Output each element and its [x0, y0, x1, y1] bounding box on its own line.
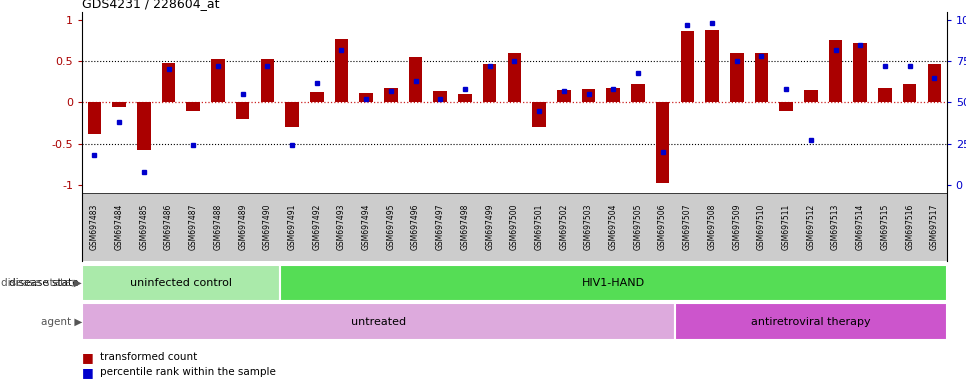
Text: GSM697499: GSM697499 [485, 204, 495, 250]
Bar [280, 265, 947, 301]
Text: GSM697507: GSM697507 [683, 204, 692, 250]
Bar [754, 53, 768, 103]
Bar [434, 91, 447, 103]
Bar [88, 103, 101, 134]
Bar [853, 43, 867, 103]
Text: disease state ▶: disease state ▶ [1, 278, 82, 288]
Bar [680, 31, 695, 103]
Bar [186, 103, 200, 111]
Bar [82, 265, 280, 301]
Bar [236, 103, 249, 119]
Bar [927, 64, 941, 103]
Text: transformed count: transformed count [100, 352, 198, 362]
Text: GSM697487: GSM697487 [188, 204, 198, 250]
Text: GSM697513: GSM697513 [831, 204, 840, 250]
Bar [483, 64, 497, 103]
Bar [334, 39, 349, 103]
Text: GSM697494: GSM697494 [361, 204, 371, 250]
Bar [137, 103, 151, 149]
Bar [557, 90, 571, 103]
Text: GSM697489: GSM697489 [239, 204, 247, 250]
Bar [656, 103, 669, 184]
Bar [675, 303, 947, 340]
Bar [285, 103, 298, 127]
Bar [829, 40, 842, 103]
Bar [507, 53, 522, 103]
Text: GSM697496: GSM697496 [412, 204, 420, 250]
Bar [804, 90, 817, 103]
Bar [409, 57, 422, 103]
Bar [458, 94, 471, 103]
Text: ■: ■ [82, 366, 94, 379]
Text: GSM697503: GSM697503 [584, 204, 593, 250]
Text: untreated: untreated [351, 316, 406, 327]
Text: GSM697500: GSM697500 [510, 204, 519, 250]
Bar [878, 88, 892, 103]
Text: GSM697504: GSM697504 [609, 204, 617, 250]
Text: GSM697512: GSM697512 [807, 204, 815, 250]
Text: GSM697514: GSM697514 [856, 204, 865, 250]
Text: GSM697485: GSM697485 [139, 204, 149, 250]
Bar [82, 194, 947, 261]
Text: HIV1-HAND: HIV1-HAND [582, 278, 644, 288]
Text: GSM697486: GSM697486 [164, 204, 173, 250]
Bar [384, 88, 398, 103]
Bar [359, 93, 373, 103]
Text: GSM697493: GSM697493 [337, 204, 346, 250]
Bar [82, 303, 675, 340]
Bar [780, 103, 793, 111]
Bar [607, 88, 620, 103]
Text: agent ▶: agent ▶ [41, 316, 82, 327]
Bar [705, 30, 719, 103]
Bar [112, 103, 126, 107]
Bar [212, 60, 225, 103]
Text: GSM697484: GSM697484 [115, 204, 124, 250]
Text: GSM697497: GSM697497 [436, 204, 444, 250]
Text: GSM697506: GSM697506 [658, 204, 668, 250]
Text: GSM697517: GSM697517 [930, 204, 939, 250]
Text: GSM697511: GSM697511 [781, 204, 790, 250]
Text: GSM697491: GSM697491 [288, 204, 297, 250]
Text: GDS4231 / 228604_at: GDS4231 / 228604_at [82, 0, 219, 10]
Text: GSM697510: GSM697510 [757, 204, 766, 250]
Text: GSM697488: GSM697488 [213, 204, 222, 250]
Bar [532, 103, 546, 127]
Bar [582, 89, 595, 103]
Text: GSM697492: GSM697492 [312, 204, 322, 250]
Text: GSM697490: GSM697490 [263, 204, 271, 250]
Bar [310, 92, 324, 103]
Text: percentile rank within the sample: percentile rank within the sample [100, 367, 276, 377]
Text: GSM697516: GSM697516 [905, 204, 914, 250]
Text: GSM697508: GSM697508 [707, 204, 717, 250]
Bar [631, 84, 644, 103]
Bar [161, 63, 176, 103]
Text: GSM697505: GSM697505 [634, 204, 642, 250]
Text: disease state: disease state [10, 278, 82, 288]
Text: antiretroviral therapy: antiretroviral therapy [751, 316, 870, 327]
Text: uninfected control: uninfected control [129, 278, 232, 288]
Text: GSM697498: GSM697498 [461, 204, 469, 250]
Text: GSM697483: GSM697483 [90, 204, 99, 250]
Text: ■: ■ [82, 351, 94, 364]
Text: GSM697501: GSM697501 [534, 204, 544, 250]
Text: GSM697509: GSM697509 [732, 204, 741, 250]
Bar [903, 84, 917, 103]
Text: GSM697515: GSM697515 [880, 204, 890, 250]
Bar [261, 59, 274, 103]
Text: GSM697495: GSM697495 [386, 204, 395, 250]
Text: GSM697502: GSM697502 [559, 204, 568, 250]
Bar [730, 53, 744, 103]
